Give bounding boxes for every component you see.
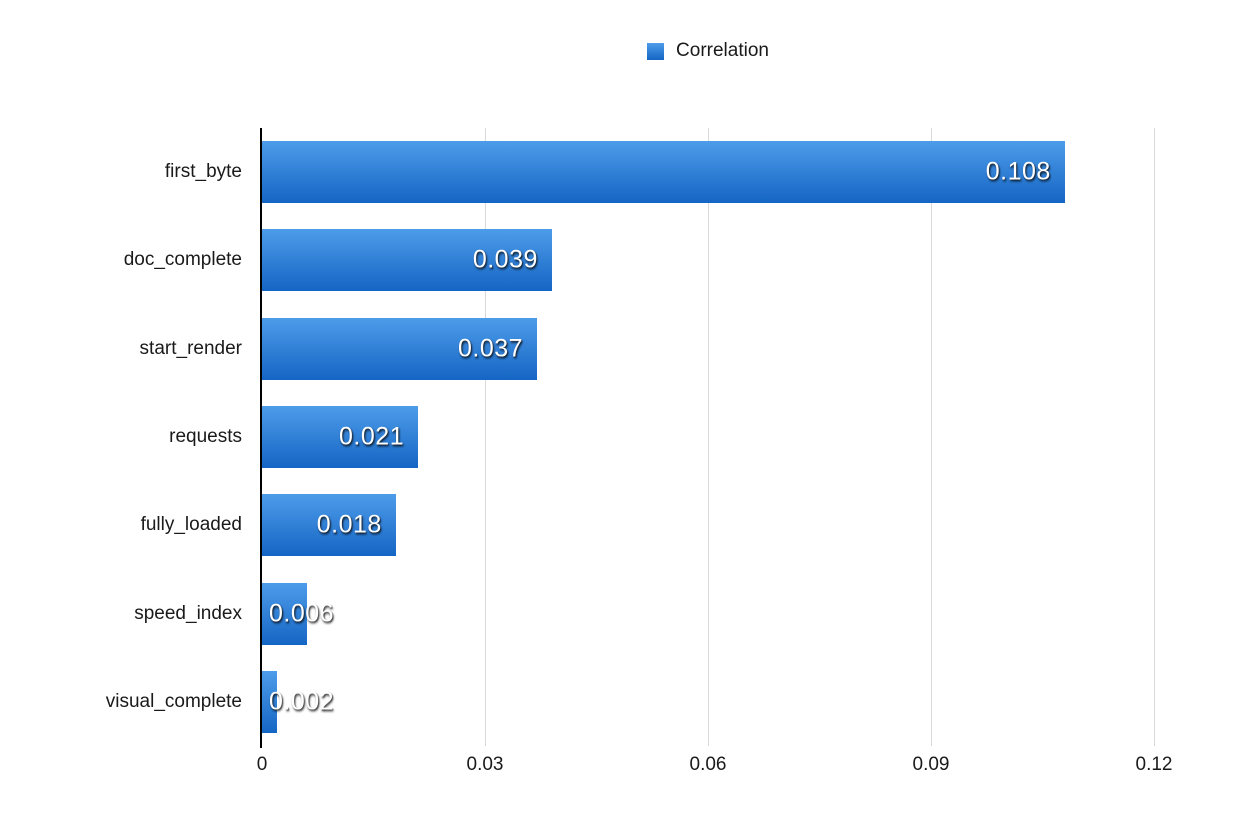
bar-doc_complete[interactable]: 0.039	[262, 229, 552, 292]
category-label-speed_index: speed_index	[134, 602, 242, 624]
x-axis-tick-label: 0	[256, 754, 268, 775]
category-label-fully_loaded: fully_loaded	[140, 514, 242, 536]
gridline	[1153, 128, 1155, 746]
bar-value-label: 0.006	[269, 599, 335, 628]
x-axis-tick-label: 0.06	[689, 754, 727, 775]
gridline	[707, 128, 709, 746]
bar-first_byte[interactable]: 0.108	[262, 141, 1065, 204]
legend: Correlation	[262, 40, 1154, 62]
x-axis-tick-label: 0.12	[1135, 754, 1173, 775]
gridline	[930, 128, 932, 746]
category-label-visual_complete: visual_complete	[105, 690, 242, 712]
bar-visual_complete[interactable]: 0.002	[262, 670, 334, 733]
category-label-requests: requests	[169, 425, 242, 447]
legend-swatch-icon	[647, 42, 665, 60]
x-axis-tick-label: 0.03	[466, 754, 504, 775]
bar-requests[interactable]: 0.021	[262, 406, 419, 468]
x-axis-tick-label: 0.09	[912, 754, 950, 775]
y-axis-line	[260, 128, 262, 748]
bar-value-label: 0.018	[316, 510, 382, 539]
plot-area: 0.108 0.039 0.037 0.021 0.018 0.006 0.002	[260, 128, 1155, 748]
x-axis-labels: 0 0.03 0.06 0.09 0.12	[0, 754, 1258, 784]
bar-value-label: 0.039	[472, 245, 538, 274]
bar-fully_loaded[interactable]: 0.018	[262, 494, 396, 557]
bar-value-label: 0.002	[269, 687, 335, 716]
legend-label: Correlation	[676, 40, 769, 61]
bar-value-label: 0.021	[339, 422, 405, 451]
category-label-start_render: start_render	[139, 337, 242, 359]
bar-value-label: 0.108	[985, 157, 1051, 186]
category-label-first_byte: first_byte	[164, 161, 242, 183]
category-label-doc_complete: doc_complete	[123, 249, 242, 271]
gridline	[484, 128, 486, 746]
bar-value-label: 0.037	[457, 334, 524, 363]
bar-speed_index[interactable]: 0.006	[262, 582, 334, 645]
bar-start_render[interactable]: 0.037	[262, 317, 538, 380]
